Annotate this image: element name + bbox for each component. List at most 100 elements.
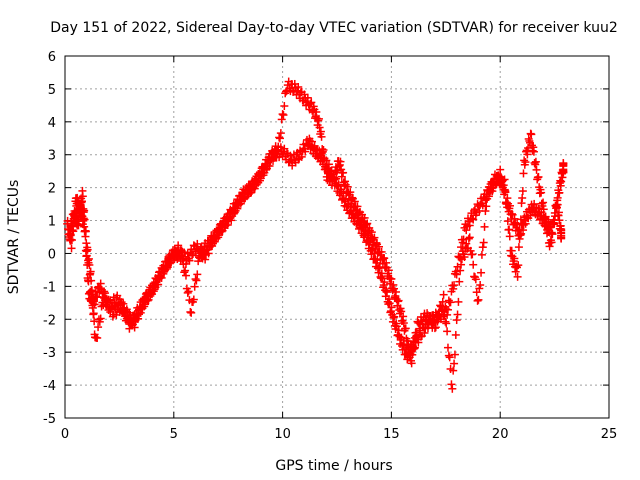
data-point-marker [88,290,97,299]
data-point-marker [85,260,94,269]
data-point-marker [431,323,440,332]
y-tick-label: 4 [48,116,56,131]
data-point-marker [187,308,196,317]
y-tick-label: -5 [43,412,56,427]
data-point-marker [399,319,408,328]
data-point-marker [443,343,452,352]
y-axis-label: SDTVAR / TECUs [6,180,22,295]
data-point-marker [518,193,527,202]
data-point-marker [237,197,246,206]
data-point-marker [181,271,190,280]
data-point-marker [134,310,143,319]
data-point-marker [269,147,278,156]
data-point-marker [503,217,512,226]
data-point-marker [273,149,282,158]
data-point-marker [99,301,108,310]
data-point-marker [462,226,471,235]
data-point-marker [457,260,466,269]
data-point-marker [446,298,455,307]
data-point-marker [415,324,424,333]
data-point-marker [459,235,468,244]
data-points [63,77,568,393]
data-point-marker [465,233,474,242]
y-tick-label: 2 [48,182,56,197]
x-tick-label: 0 [61,427,69,442]
data-point-marker [481,196,490,205]
data-point-marker [455,277,464,286]
data-point-marker [283,81,292,90]
data-point-marker [286,151,295,160]
data-point-marker [434,315,443,324]
x-tick-label: 25 [601,427,618,442]
data-point-marker [204,249,213,258]
data-point-marker [380,278,389,287]
data-point-marker [189,295,198,304]
data-point-marker [435,310,444,319]
x-tick-label: 5 [170,427,178,442]
data-point-marker [462,239,471,248]
data-point-marker [243,189,252,198]
data-point-marker [453,310,462,319]
data-point-marker [414,338,423,347]
data-point-marker [457,243,466,252]
data-point-marker [370,233,379,242]
data-point-marker [193,239,202,248]
data-point-marker [474,295,483,304]
data-point-marker [259,164,268,173]
data-point-marker [477,268,486,277]
data-point-marker [218,226,227,235]
data-point-marker [456,266,465,275]
data-point-marker [246,181,255,190]
data-point-marker [175,246,184,255]
data-point-marker [101,289,110,298]
data-point-marker [330,175,339,184]
data-point-marker [505,232,514,241]
data-point-marker [449,284,458,293]
data-point-marker [275,133,284,142]
data-point-marker [497,173,506,182]
data-point-marker [448,384,457,393]
data-point-marker [192,276,201,285]
data-point-marker [377,247,386,256]
data-point-marker [555,216,564,225]
data-point-marker [95,284,104,293]
data-point-marker [514,261,523,270]
data-point-marker [86,267,95,276]
data-point-marker [128,321,137,330]
data-point-marker [516,230,525,239]
data-point-marker [468,250,477,259]
data-point-marker [303,93,312,102]
data-point-marker [480,222,489,231]
data-point-marker [385,299,394,308]
data-point-marker [208,239,217,248]
data-point-marker [482,202,491,211]
data-point-marker [131,316,140,325]
data-point-marker [390,312,399,321]
data-point-marker [531,157,540,166]
data-point-marker [154,280,163,289]
data-point-marker [410,344,419,353]
data-point-marker [537,188,546,197]
data-point-marker [199,250,208,259]
data-point-marker [450,350,459,359]
x-axis-label: GPS time / hours [275,458,392,474]
data-point-marker [481,207,490,216]
data-point-marker [186,307,195,316]
data-point-marker [294,82,303,91]
data-point-marker [324,160,333,169]
data-point-marker [445,353,454,362]
data-point-marker [177,251,186,260]
data-point-marker [198,246,207,255]
x-tick-label: 15 [383,427,400,442]
data-point-marker [392,322,401,331]
data-point-marker [447,380,456,389]
data-point-marker [339,168,348,177]
y-tick-label: 6 [48,50,56,65]
data-point-marker [333,166,342,175]
data-point-marker [160,267,169,276]
data-point-marker [87,276,96,285]
data-point-marker [469,215,478,224]
data-point-marker [117,298,126,307]
data-point-marker [276,129,285,138]
